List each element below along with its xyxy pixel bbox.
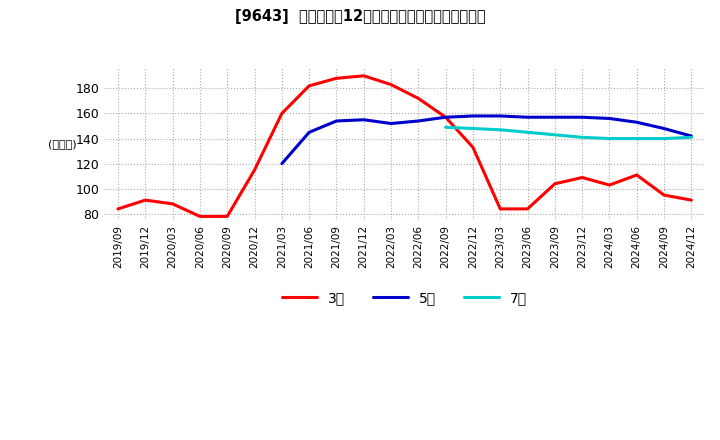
7年 <box>551 132 559 137</box>
7年 <box>441 125 450 130</box>
5年 <box>277 161 286 166</box>
3年 <box>196 214 204 219</box>
3年 <box>605 183 613 188</box>
Line: 7年: 7年 <box>446 127 691 139</box>
3年 <box>687 198 696 203</box>
3年 <box>441 114 450 120</box>
3年 <box>359 73 368 78</box>
3年 <box>277 111 286 116</box>
5年 <box>578 114 587 120</box>
3年 <box>578 175 587 180</box>
3年 <box>660 192 668 198</box>
3年 <box>168 201 177 206</box>
3年 <box>414 96 423 101</box>
3年 <box>551 181 559 187</box>
3年 <box>251 167 259 172</box>
3年 <box>523 206 532 212</box>
3年 <box>469 145 477 150</box>
Line: 5年: 5年 <box>282 116 691 164</box>
5年 <box>414 118 423 124</box>
5年 <box>551 114 559 120</box>
5年 <box>687 133 696 139</box>
3年 <box>305 83 313 88</box>
3年 <box>632 172 641 178</box>
5年 <box>332 118 341 124</box>
Legend: 3年, 5年, 7年: 3年, 5年, 7年 <box>277 286 533 311</box>
5年 <box>523 114 532 120</box>
5年 <box>305 130 313 135</box>
3年 <box>114 206 122 212</box>
Y-axis label: (百万円): (百万円) <box>48 139 76 149</box>
5年 <box>441 114 450 120</box>
5年 <box>496 114 505 119</box>
5年 <box>469 114 477 119</box>
7年 <box>660 136 668 141</box>
5年 <box>359 117 368 122</box>
5年 <box>632 120 641 125</box>
3年 <box>387 82 395 87</box>
7年 <box>496 127 505 132</box>
7年 <box>605 136 613 141</box>
7年 <box>523 130 532 135</box>
7年 <box>632 136 641 141</box>
3年 <box>223 214 232 219</box>
5年 <box>387 121 395 126</box>
5年 <box>660 126 668 131</box>
3年 <box>496 206 505 212</box>
7年 <box>578 135 587 140</box>
7年 <box>469 126 477 131</box>
5年 <box>605 116 613 121</box>
Text: [9643]  当期純利益12か月移動合計の標準偏差の推移: [9643] 当期純利益12か月移動合計の標準偏差の推移 <box>235 9 485 24</box>
7年 <box>687 135 696 140</box>
Line: 3年: 3年 <box>118 76 691 216</box>
3年 <box>141 198 150 203</box>
3年 <box>332 76 341 81</box>
